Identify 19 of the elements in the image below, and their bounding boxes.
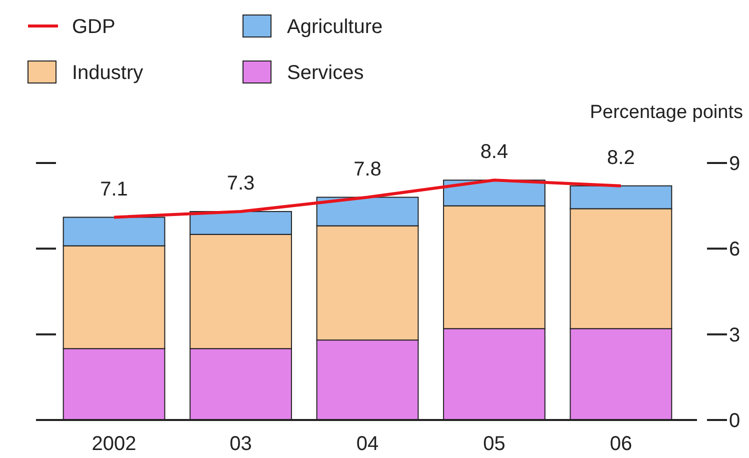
data-label: 7.1	[100, 178, 128, 200]
y-tick-label: 3	[729, 324, 740, 346]
data-label: 7.8	[354, 158, 382, 180]
data-label: 8.4	[480, 141, 508, 164]
data-label: 8.2	[607, 146, 635, 169]
legend-label: Industry	[72, 62, 144, 84]
y-tick-label: 0	[729, 410, 740, 432]
data-label: 7.3	[226, 172, 255, 195]
legend-label: Services	[287, 62, 364, 84]
y-tick-label: 6	[729, 238, 740, 261]
x-tick-label: 04	[356, 433, 379, 455]
x-tick-label: 06	[610, 433, 632, 455]
x-tick-label: 2002	[92, 433, 136, 455]
y-axis-title: Percentage points	[590, 102, 743, 123]
x-tick-label: 05	[483, 433, 506, 455]
legend-label: Agriculture	[287, 16, 383, 38]
legend-label: GDP	[72, 16, 116, 38]
x-tick-label: 03	[230, 433, 252, 455]
y-tick-label: 9	[729, 153, 740, 175]
